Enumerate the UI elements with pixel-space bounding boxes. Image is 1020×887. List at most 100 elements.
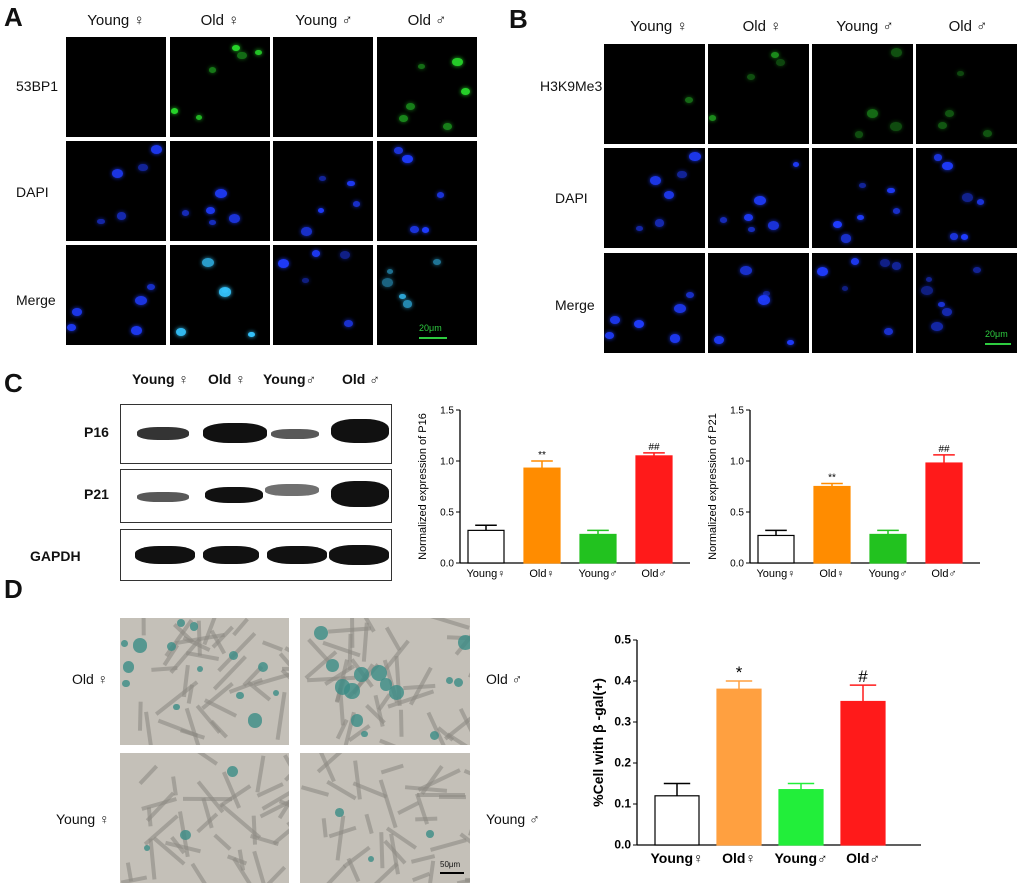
panelD-label-young-female: Young ♀	[56, 811, 110, 827]
panelD-cell	[190, 862, 211, 883]
panelB-nucleus	[740, 266, 752, 276]
panelA-nucleus	[254, 49, 263, 56]
y-axis-label: %Cell with β -gal(+)	[590, 678, 606, 807]
panelD-bgal-stain	[430, 731, 440, 741]
panelB-nucleus	[673, 303, 686, 314]
y-tick-label: 0.1	[614, 797, 631, 811]
panelA-nucleus	[402, 154, 414, 164]
panelB-tile-r3-c2	[708, 253, 809, 353]
panelA-nucleus	[436, 192, 445, 198]
panelD-bgal-stain	[180, 830, 191, 841]
panelA-nucleus	[231, 44, 241, 52]
panelA-tile-r2-c4	[377, 141, 477, 241]
band-p21-lane3	[265, 484, 319, 496]
panelB-tile-r2-c3	[812, 148, 913, 248]
panelA-nucleus	[461, 88, 470, 95]
panelD-cell	[146, 807, 153, 828]
panelB-nucleus	[931, 321, 943, 331]
y-tick-label: 0.5	[614, 633, 631, 647]
panelA-nucleus	[248, 331, 255, 337]
panelD-bgal-stain	[379, 678, 393, 691]
panelA-col-old-female: Old ♀	[200, 12, 240, 29]
panelA-nucleus	[301, 227, 312, 236]
panelB-nucleus	[976, 199, 984, 205]
panelD-bgal-stain	[236, 691, 244, 700]
panelB-tile-r1-c1	[604, 44, 705, 144]
panelA-nucleus	[443, 122, 453, 130]
panelB-nucleus	[858, 182, 866, 189]
panelD-cell	[204, 698, 238, 718]
panelB-tile-r1-c2	[708, 44, 809, 144]
panelA-nucleus	[347, 180, 355, 187]
panelD-cell	[467, 651, 470, 679]
bar	[813, 485, 851, 564]
panelD-cell	[468, 799, 470, 837]
panelB-nucleus	[743, 213, 754, 222]
panelD-cell	[155, 680, 199, 716]
panelD-cell	[342, 846, 371, 869]
y-tick-label: 1.5	[440, 406, 454, 417]
panelD-micrograph-4	[300, 753, 470, 883]
panelB-nucleus	[832, 221, 842, 229]
panelA-nucleus	[150, 144, 163, 155]
panelA-nucleus	[317, 207, 325, 213]
panelB-nucleus	[775, 58, 786, 67]
panelD-cell	[255, 755, 266, 793]
panelA-nucleus	[205, 206, 215, 215]
wb-col-old-female: Old ♀	[208, 371, 246, 387]
panelD-cell	[213, 833, 232, 851]
panelA-nucleus	[138, 163, 148, 172]
panelA-row-merge: Merge	[16, 292, 56, 308]
panelD-cell	[121, 875, 148, 883]
significance-label: **	[538, 450, 546, 461]
panelB-nucleus	[887, 187, 895, 194]
panelB-col-young-male: Young ♂	[836, 18, 894, 35]
blot-p21	[120, 469, 392, 523]
y-tick-label: 0.4	[614, 674, 631, 688]
panelB-nucleus	[793, 161, 800, 168]
panel-label-c: C	[4, 368, 23, 398]
y-axis-label: Normalized expression of P16	[417, 413, 429, 560]
y-tick-label: 0.0	[440, 559, 454, 570]
panelB-nucleus	[949, 232, 958, 240]
panelD-bgal-stain	[167, 641, 177, 651]
x-tick-label: Young♂	[868, 568, 907, 580]
x-tick-label: Old♀	[529, 568, 554, 580]
panelD-cell	[353, 760, 363, 800]
panelA-scale-bar	[419, 337, 447, 339]
panelD-bgal-stain	[334, 808, 344, 818]
x-tick-label: Old♂	[846, 850, 880, 866]
panelA-nucleus	[202, 258, 214, 268]
panelA-tile-r2-c3	[273, 141, 373, 241]
panelA-col-young-female: Young ♀	[87, 12, 145, 29]
panelA-nucleus	[451, 57, 463, 67]
panelD-bgal-stain	[189, 622, 199, 632]
panelB-nucleus	[655, 219, 665, 227]
panelD-cell	[283, 754, 289, 790]
panelA-nucleus	[219, 287, 232, 297]
panelB-col-old-male: Old ♂	[948, 18, 988, 35]
panelB-nucleus	[787, 339, 794, 345]
panelA-nucleus	[394, 146, 403, 154]
panelB-tile-r3-c4	[916, 253, 1017, 353]
y-tick-label: 1.0	[440, 457, 454, 468]
panelB-nucleus	[747, 226, 755, 233]
x-tick-label: Old♀	[722, 850, 756, 866]
panelB-nucleus	[957, 70, 965, 77]
panelB-tile-r2-c2	[708, 148, 809, 248]
panelB-nucleus	[817, 266, 829, 276]
panelB-nucleus	[938, 301, 946, 308]
panelA-nucleus	[421, 227, 429, 233]
band-p21-lane1	[137, 492, 189, 502]
panelA-nucleus	[319, 175, 326, 182]
panelA-nucleus	[402, 300, 413, 308]
significance-label: ##	[648, 442, 660, 453]
panelB-nucleus	[634, 319, 645, 328]
panelB-nucleus	[610, 316, 620, 325]
significance-label: **	[828, 472, 836, 483]
panelB-nucleus	[635, 225, 643, 232]
panelD-label-old-female: Old ♀	[72, 671, 109, 687]
panelA-row-dapi: DAPI	[16, 184, 49, 200]
panelA-nucleus	[237, 51, 247, 60]
band-p16-lane2	[203, 423, 267, 443]
